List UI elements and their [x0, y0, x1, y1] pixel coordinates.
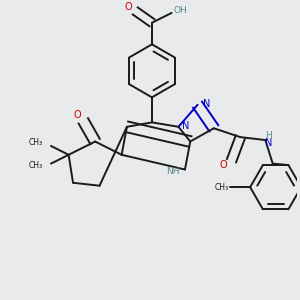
- Text: H: H: [265, 130, 272, 140]
- Text: NH: NH: [167, 167, 180, 176]
- Text: O: O: [220, 160, 227, 170]
- Text: O: O: [124, 2, 132, 12]
- Text: N: N: [202, 99, 210, 109]
- Text: CH₃: CH₃: [29, 161, 43, 170]
- Text: N: N: [265, 138, 272, 148]
- Text: CH₃: CH₃: [29, 139, 43, 148]
- Text: O: O: [74, 110, 81, 120]
- Text: CH₃: CH₃: [215, 183, 229, 192]
- Text: OH: OH: [174, 7, 187, 16]
- Text: N: N: [182, 121, 190, 131]
